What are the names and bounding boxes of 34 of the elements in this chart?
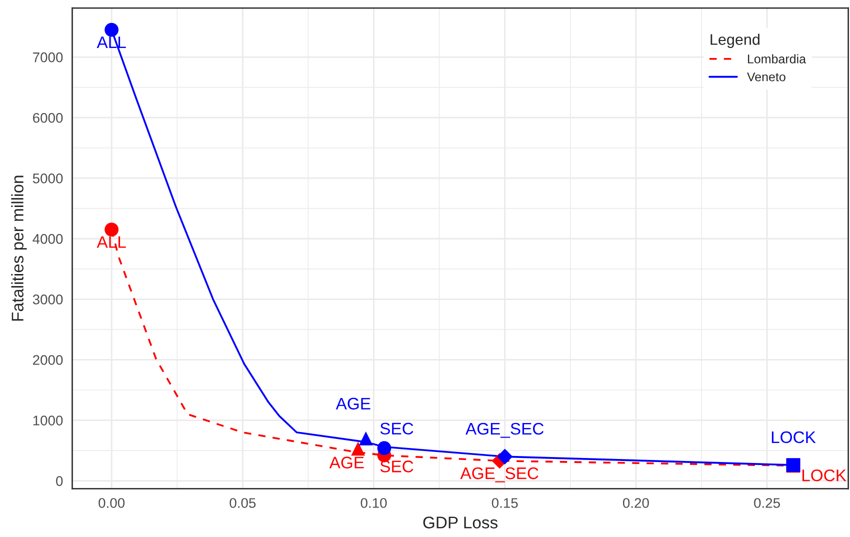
x-tick-label: 0.00 [98, 498, 125, 508]
y-tick-label: 7000 [33, 52, 63, 62]
data-label: SEC [380, 460, 414, 472]
x-axis-title: GDP Loss [423, 516, 498, 528]
data-label: LOCK [802, 469, 846, 482]
data-label: SEC [380, 422, 414, 435]
data-label: ALL [96, 236, 126, 248]
point [104, 22, 119, 37]
y-tick-label: 4000 [32, 234, 63, 244]
x-tick-label: 0.20 [622, 498, 649, 508]
point [104, 222, 119, 237]
data-label: AGE_SEC [460, 467, 538, 482]
point [496, 448, 513, 464]
point [377, 441, 392, 456]
data-label: AGE [329, 456, 364, 468]
data-label: AGE_SEC [466, 422, 544, 438]
data-label: AGE [336, 398, 370, 410]
legend-title: Legend [710, 34, 760, 48]
y-tick-label: 6000 [33, 112, 63, 123]
y-tick-label: 5000 [32, 173, 63, 184]
data-label: LOCK [772, 431, 816, 444]
legend-label: Veneto [747, 72, 786, 82]
x-tick-label: 0.05 [230, 498, 256, 508]
point [351, 442, 365, 456]
y-axis-title: Fatalities per million [11, 176, 27, 321]
x-tick-label: 0.10 [360, 498, 387, 508]
y-tick-label: 3000 [32, 294, 63, 304]
y-tick-label: 0 [56, 476, 63, 486]
point [358, 431, 373, 446]
legend-label: Lombardia [748, 54, 806, 64]
x-tick-label: 0.15 [492, 498, 518, 508]
y-tick-label: 2000 [33, 355, 63, 365]
x-tick-label: 0.25 [754, 498, 780, 508]
y-tick-label: 1000 [33, 416, 63, 426]
